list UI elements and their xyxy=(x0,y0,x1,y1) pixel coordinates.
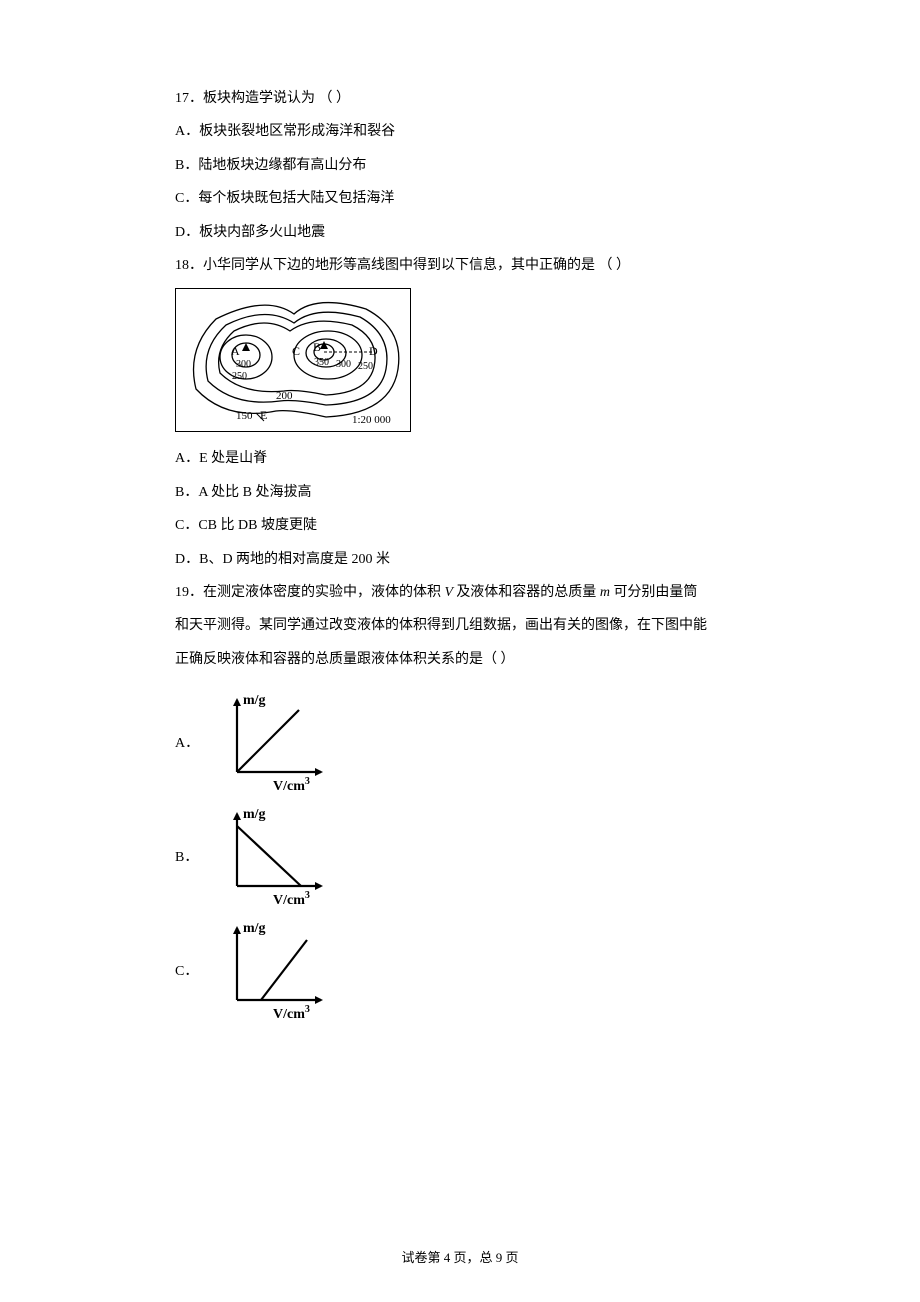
svg-text:V/cm3: V/cm3 xyxy=(273,1004,310,1022)
q18-opt-d: D．B、D 两地的相对高度是 200 米 xyxy=(175,545,745,574)
axis-x-sup-b: 3 xyxy=(305,890,310,901)
q18-opt-a: A．E 处是山脊 xyxy=(175,444,745,473)
q18-stem: 18．小华同学从下边的地形等高线图中得到以下信息，其中正确的是 （ ） xyxy=(175,251,745,280)
axis-y-c: m/g xyxy=(243,921,266,936)
map-label-250b: 250 xyxy=(358,361,373,372)
q19-stem-line3: 正确反映液体和容器的总质量跟液体体积关系的是（ ） xyxy=(175,645,745,674)
contour-map-figure: A 300 250 C B D 350 300 250 200 150 E 1:… xyxy=(175,288,411,432)
map-label-c: C xyxy=(292,344,300,358)
map-label-150: 150 xyxy=(236,410,253,422)
q19-opt-c-label: C． xyxy=(175,960,213,980)
axis-x-c: V/cm xyxy=(273,1007,305,1022)
page-footer: 试卷第 4 页，总 9 页 xyxy=(0,1247,920,1266)
q17-opt-a: A．板块张裂地区常形成海洋和裂谷 xyxy=(175,117,745,146)
svg-text:m/g: m/g xyxy=(243,807,266,822)
map-label-a: A xyxy=(231,344,240,358)
axis-x-b: V/cm xyxy=(273,893,305,908)
q19-stem-line2: 和天平测得。某同学通过改变液体的体积得到几组数据，画出有关的图像，在下图中能 xyxy=(175,611,745,640)
axis-y-b: m/g xyxy=(243,807,266,822)
q17-opt-b: B．陆地板块边缘都有高山分布 xyxy=(175,151,745,180)
q19-graph-b: m/g V/cm3 xyxy=(213,802,343,910)
svg-text:m/g: m/g xyxy=(243,693,266,708)
svg-text:V/cm3: V/cm3 xyxy=(273,890,310,908)
q18-opt-c: C．CB 比 DB 坡度更陡 xyxy=(175,511,745,540)
map-label-300b: 300 xyxy=(336,359,351,370)
map-label-350: 350 xyxy=(314,357,329,368)
q18-opt-b: B．A 处比 B 处海拔高 xyxy=(175,478,745,507)
q17-stem: 17．板块构造学说认为 （ ） xyxy=(175,84,745,113)
q19-stem2: 及液体和容器的总质量 xyxy=(456,585,596,600)
map-label-250a: 250 xyxy=(232,371,247,382)
q19-stem1: 19．在测定液体密度的实验中，液体的体积 xyxy=(175,585,441,600)
axis-x-a: V/cm xyxy=(273,779,305,794)
q19-opt-b-row: B． m/g V/cm3 xyxy=(175,802,745,910)
axis-x-sup-a: 3 xyxy=(305,776,310,787)
map-scale: 1:20 000 xyxy=(352,414,391,426)
q17-opt-c: C．每个板块既包括大陆又包括海洋 xyxy=(175,184,745,213)
map-label-d: D xyxy=(369,344,378,358)
map-label-b: B xyxy=(313,340,321,354)
q19-var-v: V xyxy=(441,585,456,600)
q19-graph-c: m/g V/cm3 xyxy=(213,916,343,1024)
q17-opt-d: D．板块内部多火山地震 xyxy=(175,218,745,247)
q19-graph-a: m/g V/cm3 xyxy=(213,688,343,796)
q19-stem-line1: 19．在测定液体密度的实验中，液体的体积 V 及液体和容器的总质量 m 可分别由… xyxy=(175,578,745,607)
q19-var-m: m xyxy=(596,585,613,600)
map-label-300a: 300 xyxy=(236,359,251,370)
svg-text:m/g: m/g xyxy=(243,921,266,936)
q19-opt-a-label: A． xyxy=(175,732,213,752)
map-label-200: 200 xyxy=(276,390,293,402)
svg-text:V/cm3: V/cm3 xyxy=(273,776,310,794)
q19-opt-b-label: B． xyxy=(175,846,213,866)
axis-x-sup-c: 3 xyxy=(305,1004,310,1015)
q19-stem3: 可分别由量筒 xyxy=(613,585,697,600)
q19-opt-c-row: C． m/g V/cm3 xyxy=(175,916,745,1024)
axis-y-a: m/g xyxy=(243,693,266,708)
q19-opt-a-row: A． m/g V/cm3 xyxy=(175,688,745,796)
map-label-e: E xyxy=(260,408,267,422)
